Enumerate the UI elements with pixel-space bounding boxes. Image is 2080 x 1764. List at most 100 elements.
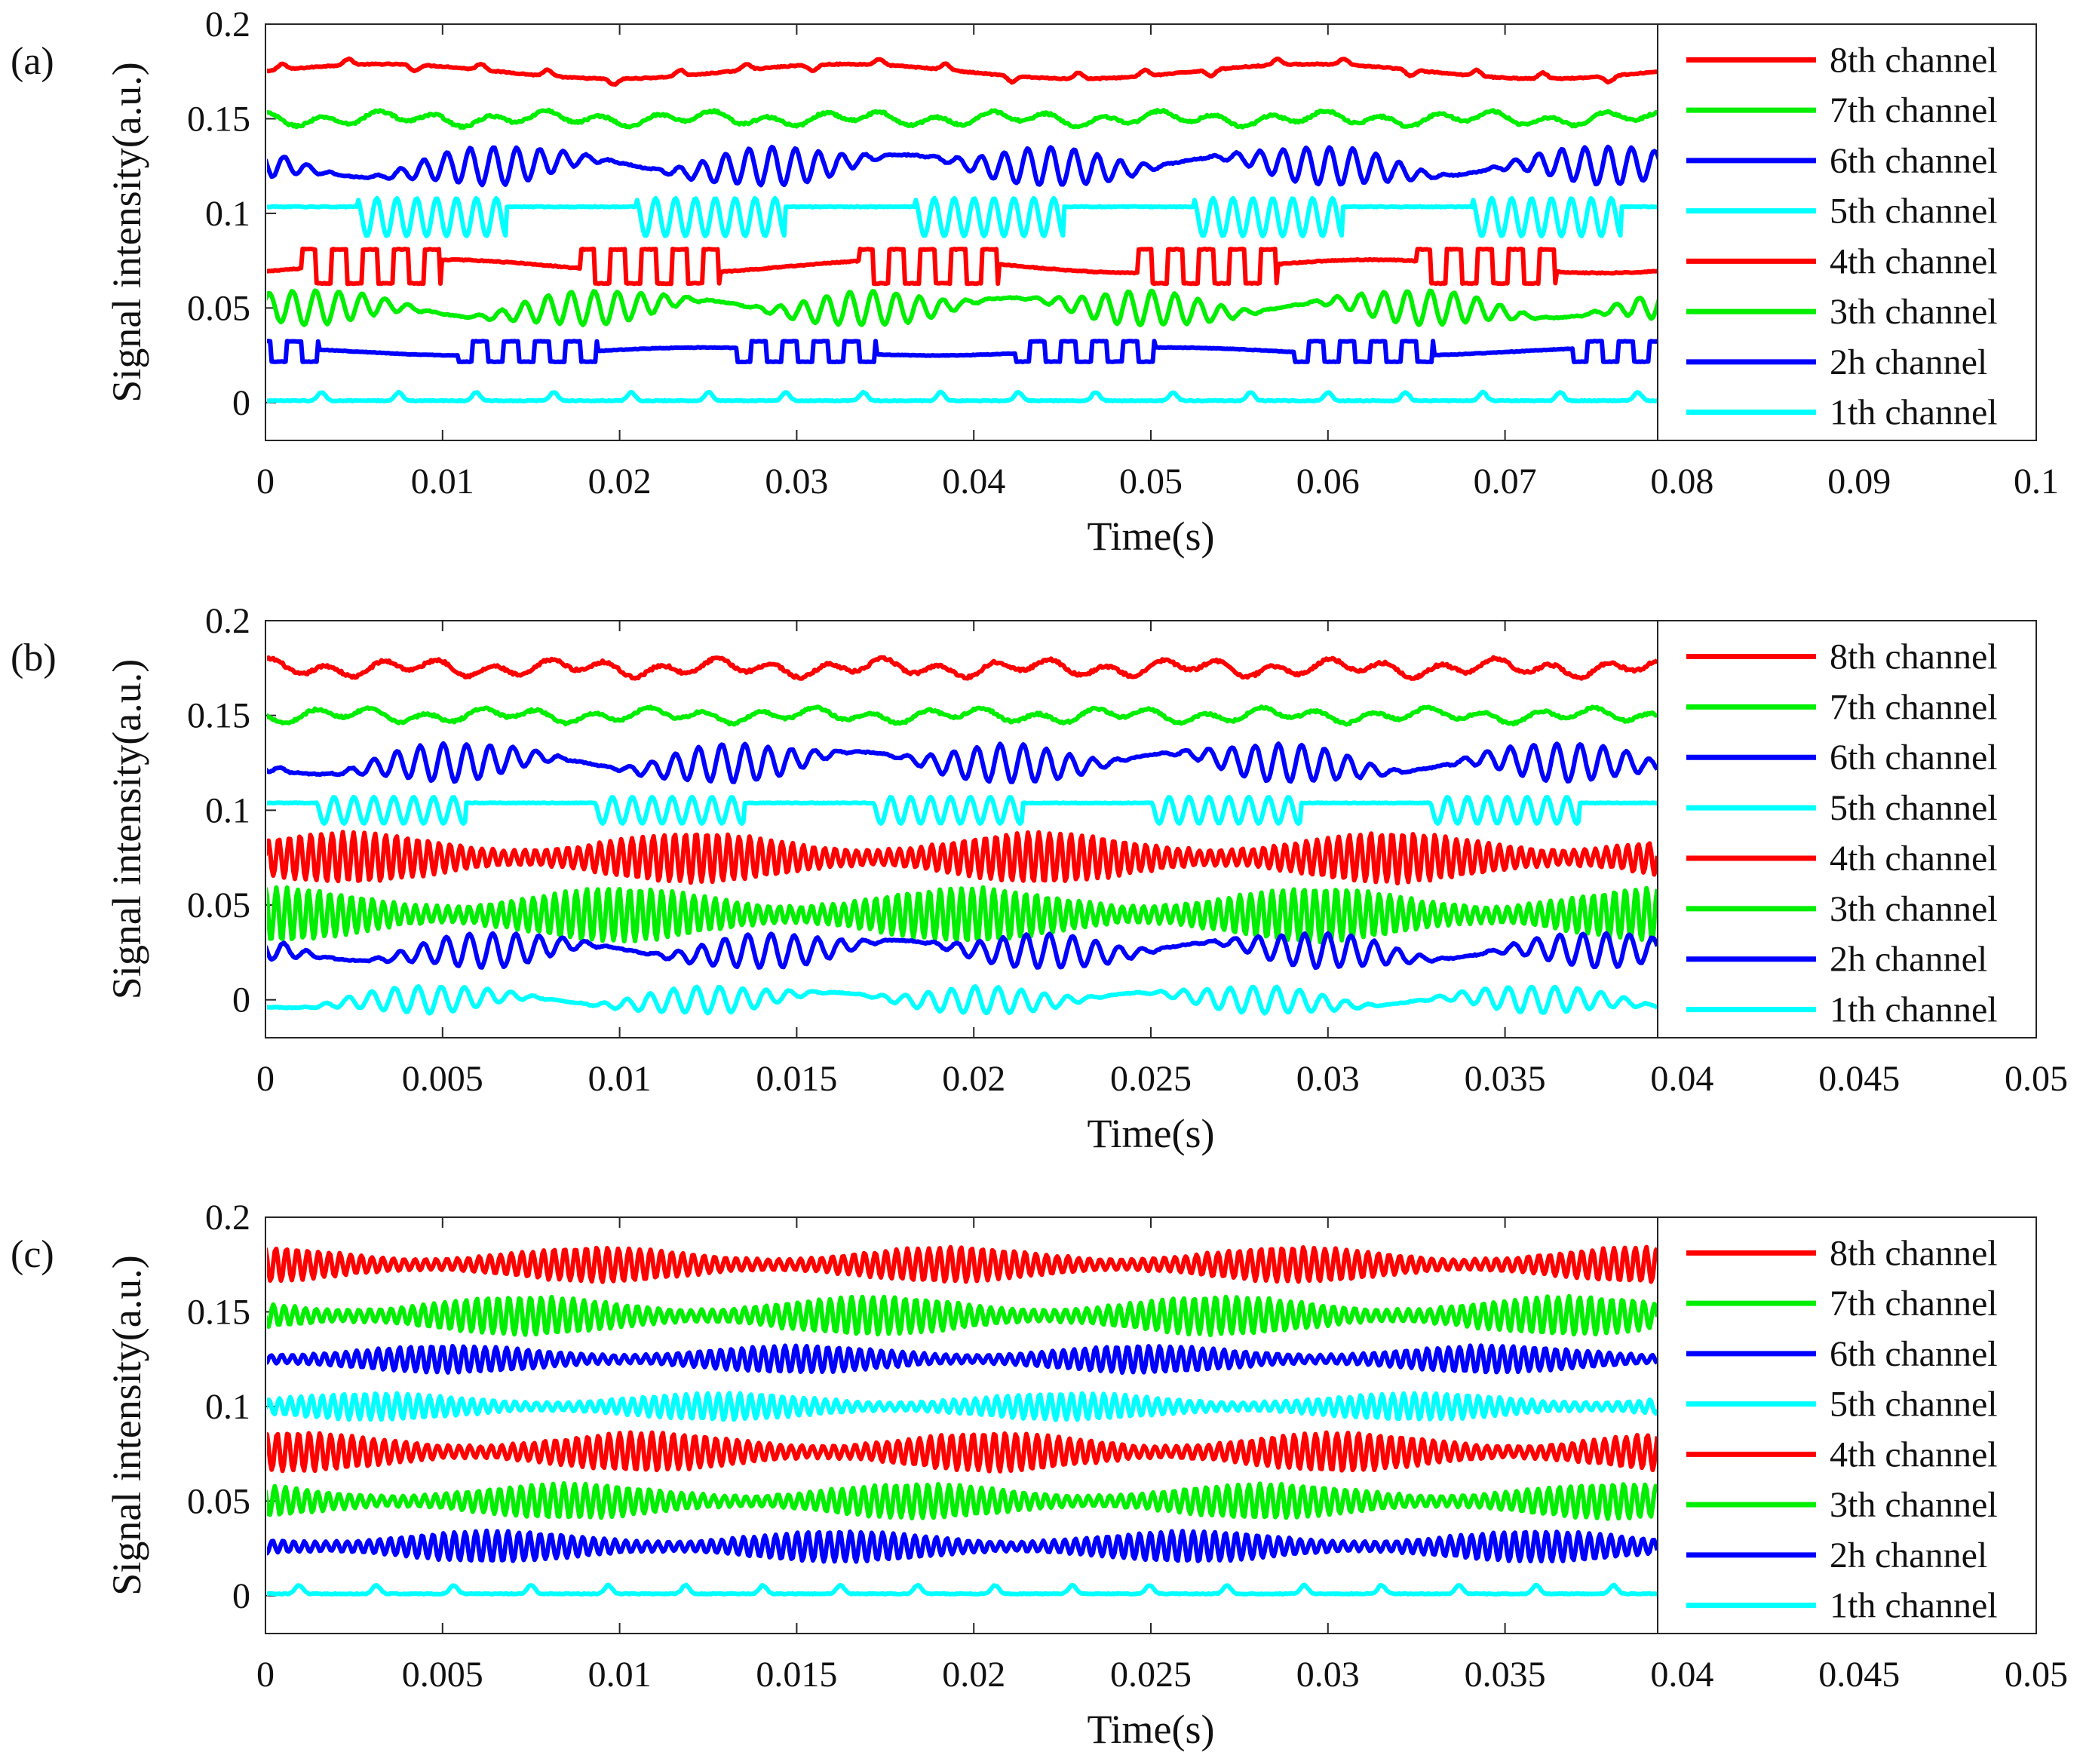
legend-label: 7th channel [1830, 1284, 1998, 1324]
y-tick-label: 0 [232, 980, 250, 1020]
y-tick-label: 0.15 [187, 696, 250, 736]
x-tick-label: 0.09 [1827, 462, 1891, 502]
series-group [267, 56, 1661, 403]
legend-label: 7th channel [1830, 687, 1998, 727]
x-tick-label: 0.045 [1818, 1059, 1900, 1099]
series-line-2h-channel [267, 1528, 1660, 1564]
legend-label: 2h channel [1830, 1535, 1987, 1575]
y-tick-label: 0.2 [205, 601, 250, 641]
legend-label: 2h channel [1830, 342, 1987, 382]
x-tick-label: 0.02 [588, 462, 652, 502]
legend-label: 6th channel [1830, 1334, 1998, 1374]
legend-label: 4th channel [1830, 839, 1998, 879]
x-tick-label: 0.06 [1296, 462, 1360, 502]
legend: 8th channel 7th channel 6th channel 5th cha… [1657, 1216, 2037, 1634]
x-tick-label: 0.005 [402, 1655, 483, 1695]
series-line-7th-channel [267, 704, 1659, 727]
panel-label: (a) [11, 40, 54, 83]
y-tick-label: 0.15 [187, 99, 250, 139]
legend-label: 4th channel [1830, 241, 1998, 281]
x-tick-label: 0.04 [1650, 1059, 1713, 1099]
legend: 8th channel 7th channel 6th channel 5th cha… [1657, 620, 2037, 1038]
x-tick-label: 0.025 [1110, 1655, 1192, 1695]
legend-label: 4th channel [1830, 1434, 1998, 1474]
x-tick-label: 0.01 [411, 462, 474, 502]
x-tick-label: 0.04 [1650, 1655, 1713, 1695]
series-line-5th-channel [267, 1391, 1660, 1422]
y-tick-label: 0.05 [187, 885, 250, 925]
x-tick-label: 0.025 [1110, 1059, 1192, 1099]
x-tick-label: 0.03 [765, 462, 828, 502]
legend-label: 3th channel [1830, 889, 1998, 929]
series-line-6th-channel [267, 741, 1659, 784]
chart-panel-3: 0 0.005 0.01 0.015 0.02 0.025 0.03 0.035 0.04 0.0… [11, 1198, 2068, 1752]
series-group [267, 655, 1660, 1016]
y-tick-label: 0.05 [187, 1481, 250, 1521]
x-tick-label: 0.07 [1474, 462, 1537, 502]
series-line-6th-channel [267, 144, 1661, 188]
series-line-2h-channel [267, 339, 1660, 364]
x-tick-label: 0.05 [1119, 462, 1183, 502]
series-line-6th-channel [267, 1343, 1659, 1375]
x-axis-label: Time(s) [1087, 1111, 1214, 1156]
series-line-3th-channel [267, 885, 1660, 944]
legend-label: 2h channel [1830, 940, 1987, 980]
series-line-4th-channel [267, 830, 1660, 886]
panel-label: (b) [11, 637, 57, 680]
x-tick-label: 0 [256, 1059, 275, 1099]
x-tick-label: 0.02 [942, 1655, 1005, 1695]
x-tick-label: 0.01 [588, 1059, 652, 1099]
series-line-8th-channel [267, 56, 1660, 87]
legend-label: 6th channel [1830, 738, 1998, 778]
legend-label: 5th channel [1830, 192, 1998, 232]
legend-label: 8th channel [1830, 40, 1998, 80]
legend-label: 3th channel [1830, 292, 1998, 332]
series-line-1th-channel [267, 984, 1658, 1016]
legend-label: 1th channel [1830, 990, 1998, 1030]
series-line-1th-channel [267, 1582, 1658, 1597]
series-line-8th-channel [267, 1244, 1660, 1284]
x-axis-label: Time(s) [1087, 1707, 1214, 1752]
legend-label: 1th channel [1830, 393, 1998, 433]
y-tick-label: 0.05 [187, 288, 250, 328]
x-tick-label: 0 [256, 462, 275, 502]
series-line-2h-channel [267, 931, 1660, 971]
legend-label: 6th channel [1830, 141, 1998, 181]
legend-box [1657, 1216, 2037, 1634]
y-tick-label: 0.2 [205, 1198, 250, 1238]
x-tick-label: 0.02 [942, 1059, 1005, 1099]
series-line-5th-channel [267, 794, 1658, 826]
series-line-7th-channel [267, 107, 1661, 130]
legend-label: 1th channel [1830, 1586, 1998, 1626]
series-line-1th-channel [267, 389, 1660, 403]
y-axis-label: Signal intensity(a.u.) [104, 659, 149, 999]
legend-label: 8th channel [1830, 1233, 1998, 1273]
x-tick-label: 0.03 [1296, 1655, 1360, 1695]
series-line-4th-channel [267, 1430, 1660, 1474]
series-line-5th-channel [267, 195, 1660, 238]
legend-box [1657, 23, 2037, 441]
series-line-3th-channel [267, 288, 1661, 327]
y-tick-label: 0.1 [205, 1387, 250, 1427]
x-tick-label: 0.035 [1465, 1059, 1546, 1099]
y-axis-label: Signal intensity(a.u.) [104, 62, 149, 402]
legend: 8th channel 7th channel 6th channel 5th cha… [1657, 23, 2037, 441]
legend-box [1657, 620, 2037, 1038]
x-tick-label: 0.03 [1296, 1059, 1360, 1099]
x-axis-label: Time(s) [1087, 514, 1214, 559]
x-tick-label: 0.035 [1465, 1655, 1546, 1695]
series-line-8th-channel [267, 655, 1659, 681]
legend-label: 7th channel [1830, 91, 1998, 130]
x-tick-label: 0.015 [756, 1655, 837, 1695]
x-tick-label: 0.1 [2014, 462, 2059, 502]
y-tick-label: 0.1 [205, 194, 250, 234]
x-tick-label: 0.04 [942, 462, 1005, 502]
legend-label: 5th channel [1830, 788, 1998, 828]
legend-label: 5th channel [1830, 1385, 1998, 1425]
x-tick-label: 0.015 [756, 1059, 837, 1099]
x-tick-label: 0 [256, 1655, 275, 1695]
y-tick-label: 0 [232, 1576, 250, 1616]
x-tick-label: 0.01 [588, 1655, 652, 1695]
y-axis-label: Signal intensity(a.u.) [104, 1255, 149, 1595]
